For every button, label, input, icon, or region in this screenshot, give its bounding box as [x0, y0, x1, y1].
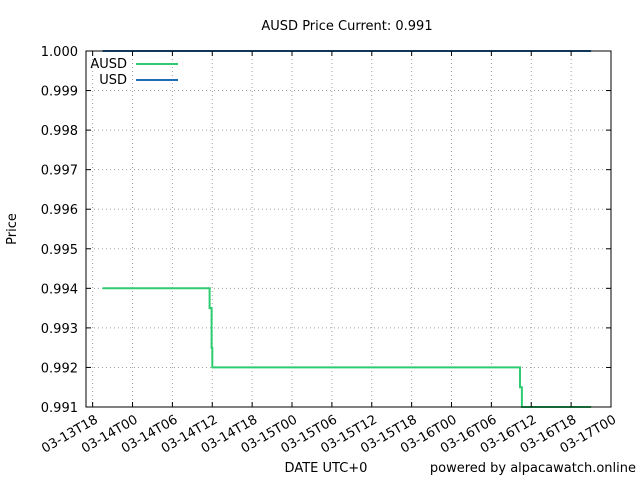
y-tick-label: 0.992: [41, 361, 78, 376]
y-tick-label: 0.993: [41, 322, 78, 337]
grid-lines: [86, 50, 612, 408]
y-tick-label: 1.000: [41, 45, 78, 60]
y-tick-label: 0.998: [41, 124, 78, 139]
y-tick-label: 0.994: [41, 282, 78, 297]
y-tick-label: 0.996: [41, 203, 78, 218]
y-tick-label: 0.999: [41, 85, 78, 100]
y-tick-label: 0.991: [41, 401, 78, 416]
plot-frame: [85, 50, 612, 408]
y-tick-label: 0.995: [41, 243, 78, 258]
y-tick-label: 0.997: [41, 164, 78, 179]
y-axis-label: Price: [5, 213, 20, 245]
axis-ticks: 0.991 0.992 0.993 0.994 0.995 0.996 0.997 0.998…: [39, 45, 619, 457]
series-lines: [102, 50, 592, 408]
x-axis-label: DATE UTC+0: [285, 461, 368, 476]
credit-text: powered by alpacawatch.online: [430, 461, 636, 476]
legend-label: AUSD: [90, 57, 127, 72]
legend-label: USD: [99, 73, 127, 88]
chart-title: AUSD Price Current: 0.991: [261, 19, 432, 34]
series-line-ausd: [102, 287, 592, 408]
